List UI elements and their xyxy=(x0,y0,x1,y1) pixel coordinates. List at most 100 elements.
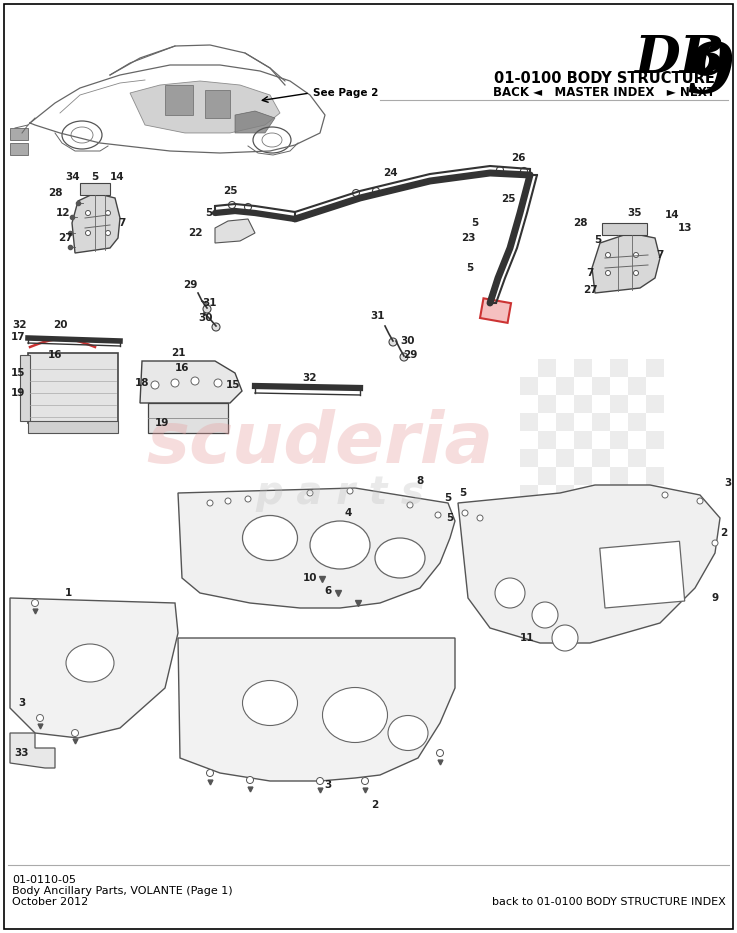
Text: 4: 4 xyxy=(344,508,352,518)
Circle shape xyxy=(85,230,91,235)
Bar xyxy=(602,223,647,235)
Bar xyxy=(592,377,610,395)
Bar xyxy=(520,449,538,467)
Text: 21: 21 xyxy=(171,348,185,358)
Circle shape xyxy=(606,271,610,275)
Bar xyxy=(538,449,556,467)
Text: 3: 3 xyxy=(724,478,732,488)
Circle shape xyxy=(520,168,528,174)
Text: 7: 7 xyxy=(657,250,664,260)
Ellipse shape xyxy=(375,538,425,578)
Circle shape xyxy=(407,502,413,508)
Text: 17: 17 xyxy=(11,332,25,342)
Bar xyxy=(574,413,592,431)
Text: 2: 2 xyxy=(720,528,727,538)
Text: back to 01-0100 BODY STRUCTURE INDEX: back to 01-0100 BODY STRUCTURE INDEX xyxy=(492,897,726,907)
Text: 18: 18 xyxy=(135,378,150,388)
Bar xyxy=(610,413,628,431)
Polygon shape xyxy=(458,485,720,643)
Circle shape xyxy=(634,271,638,275)
Text: 5: 5 xyxy=(459,488,467,498)
Bar xyxy=(628,485,646,503)
Bar xyxy=(538,431,556,449)
Circle shape xyxy=(697,498,703,504)
Bar xyxy=(592,359,610,377)
Bar xyxy=(628,431,646,449)
Text: 25: 25 xyxy=(500,194,515,204)
Ellipse shape xyxy=(388,716,428,750)
Text: 33: 33 xyxy=(15,748,29,758)
Circle shape xyxy=(225,498,231,504)
Text: 29: 29 xyxy=(403,350,417,360)
Bar xyxy=(205,90,230,118)
Bar xyxy=(646,359,664,377)
Text: scuderia: scuderia xyxy=(147,409,494,478)
Polygon shape xyxy=(215,219,255,243)
Text: 10: 10 xyxy=(303,573,317,583)
Bar xyxy=(556,377,574,395)
Circle shape xyxy=(606,253,610,258)
Bar xyxy=(538,467,556,485)
Bar xyxy=(165,85,193,115)
Text: 5: 5 xyxy=(594,235,601,245)
Bar xyxy=(646,413,664,431)
Circle shape xyxy=(662,492,668,498)
Text: 12: 12 xyxy=(56,208,70,218)
Text: 15: 15 xyxy=(11,368,25,378)
Bar xyxy=(646,485,664,503)
Polygon shape xyxy=(140,361,242,403)
Circle shape xyxy=(462,510,468,516)
Bar xyxy=(574,431,592,449)
Bar xyxy=(28,353,118,423)
Bar xyxy=(520,431,538,449)
Bar xyxy=(592,431,610,449)
Bar xyxy=(646,449,664,467)
Text: 5: 5 xyxy=(91,172,99,182)
Text: 1: 1 xyxy=(64,588,71,598)
Circle shape xyxy=(207,500,213,506)
Text: 15: 15 xyxy=(226,380,240,390)
Ellipse shape xyxy=(323,688,388,743)
Text: 5: 5 xyxy=(444,493,452,503)
Text: 13: 13 xyxy=(678,223,692,233)
Circle shape xyxy=(552,625,578,651)
Text: 34: 34 xyxy=(66,172,80,182)
Text: 5: 5 xyxy=(467,263,474,273)
Polygon shape xyxy=(72,193,120,253)
Text: 14: 14 xyxy=(665,210,680,220)
Ellipse shape xyxy=(310,521,370,569)
Circle shape xyxy=(105,211,111,216)
Bar xyxy=(628,377,646,395)
Circle shape xyxy=(362,777,368,785)
Bar xyxy=(628,395,646,413)
Bar xyxy=(538,359,556,377)
Circle shape xyxy=(389,338,397,346)
Text: 9: 9 xyxy=(687,40,735,107)
Bar xyxy=(520,359,538,377)
Circle shape xyxy=(400,353,408,361)
Text: 26: 26 xyxy=(511,153,525,163)
Polygon shape xyxy=(592,233,660,293)
Polygon shape xyxy=(235,111,275,133)
Circle shape xyxy=(85,211,91,216)
Circle shape xyxy=(712,540,718,546)
Bar xyxy=(80,183,110,195)
Circle shape xyxy=(105,230,111,235)
Text: 23: 23 xyxy=(461,233,475,243)
Circle shape xyxy=(352,189,360,197)
Text: BACK ◄   MASTER INDEX   ► NEXT: BACK ◄ MASTER INDEX ► NEXT xyxy=(493,86,715,99)
Bar xyxy=(148,403,228,433)
Circle shape xyxy=(171,379,179,387)
Polygon shape xyxy=(130,81,280,133)
Text: See Page 2: See Page 2 xyxy=(313,88,378,98)
Circle shape xyxy=(497,166,503,174)
Text: 5: 5 xyxy=(472,218,478,228)
Text: 28: 28 xyxy=(48,188,62,198)
Text: 16: 16 xyxy=(175,363,189,373)
Bar xyxy=(610,485,628,503)
Ellipse shape xyxy=(242,516,298,561)
Bar xyxy=(592,413,610,431)
Circle shape xyxy=(191,377,199,385)
Circle shape xyxy=(206,770,214,776)
Circle shape xyxy=(316,777,324,785)
